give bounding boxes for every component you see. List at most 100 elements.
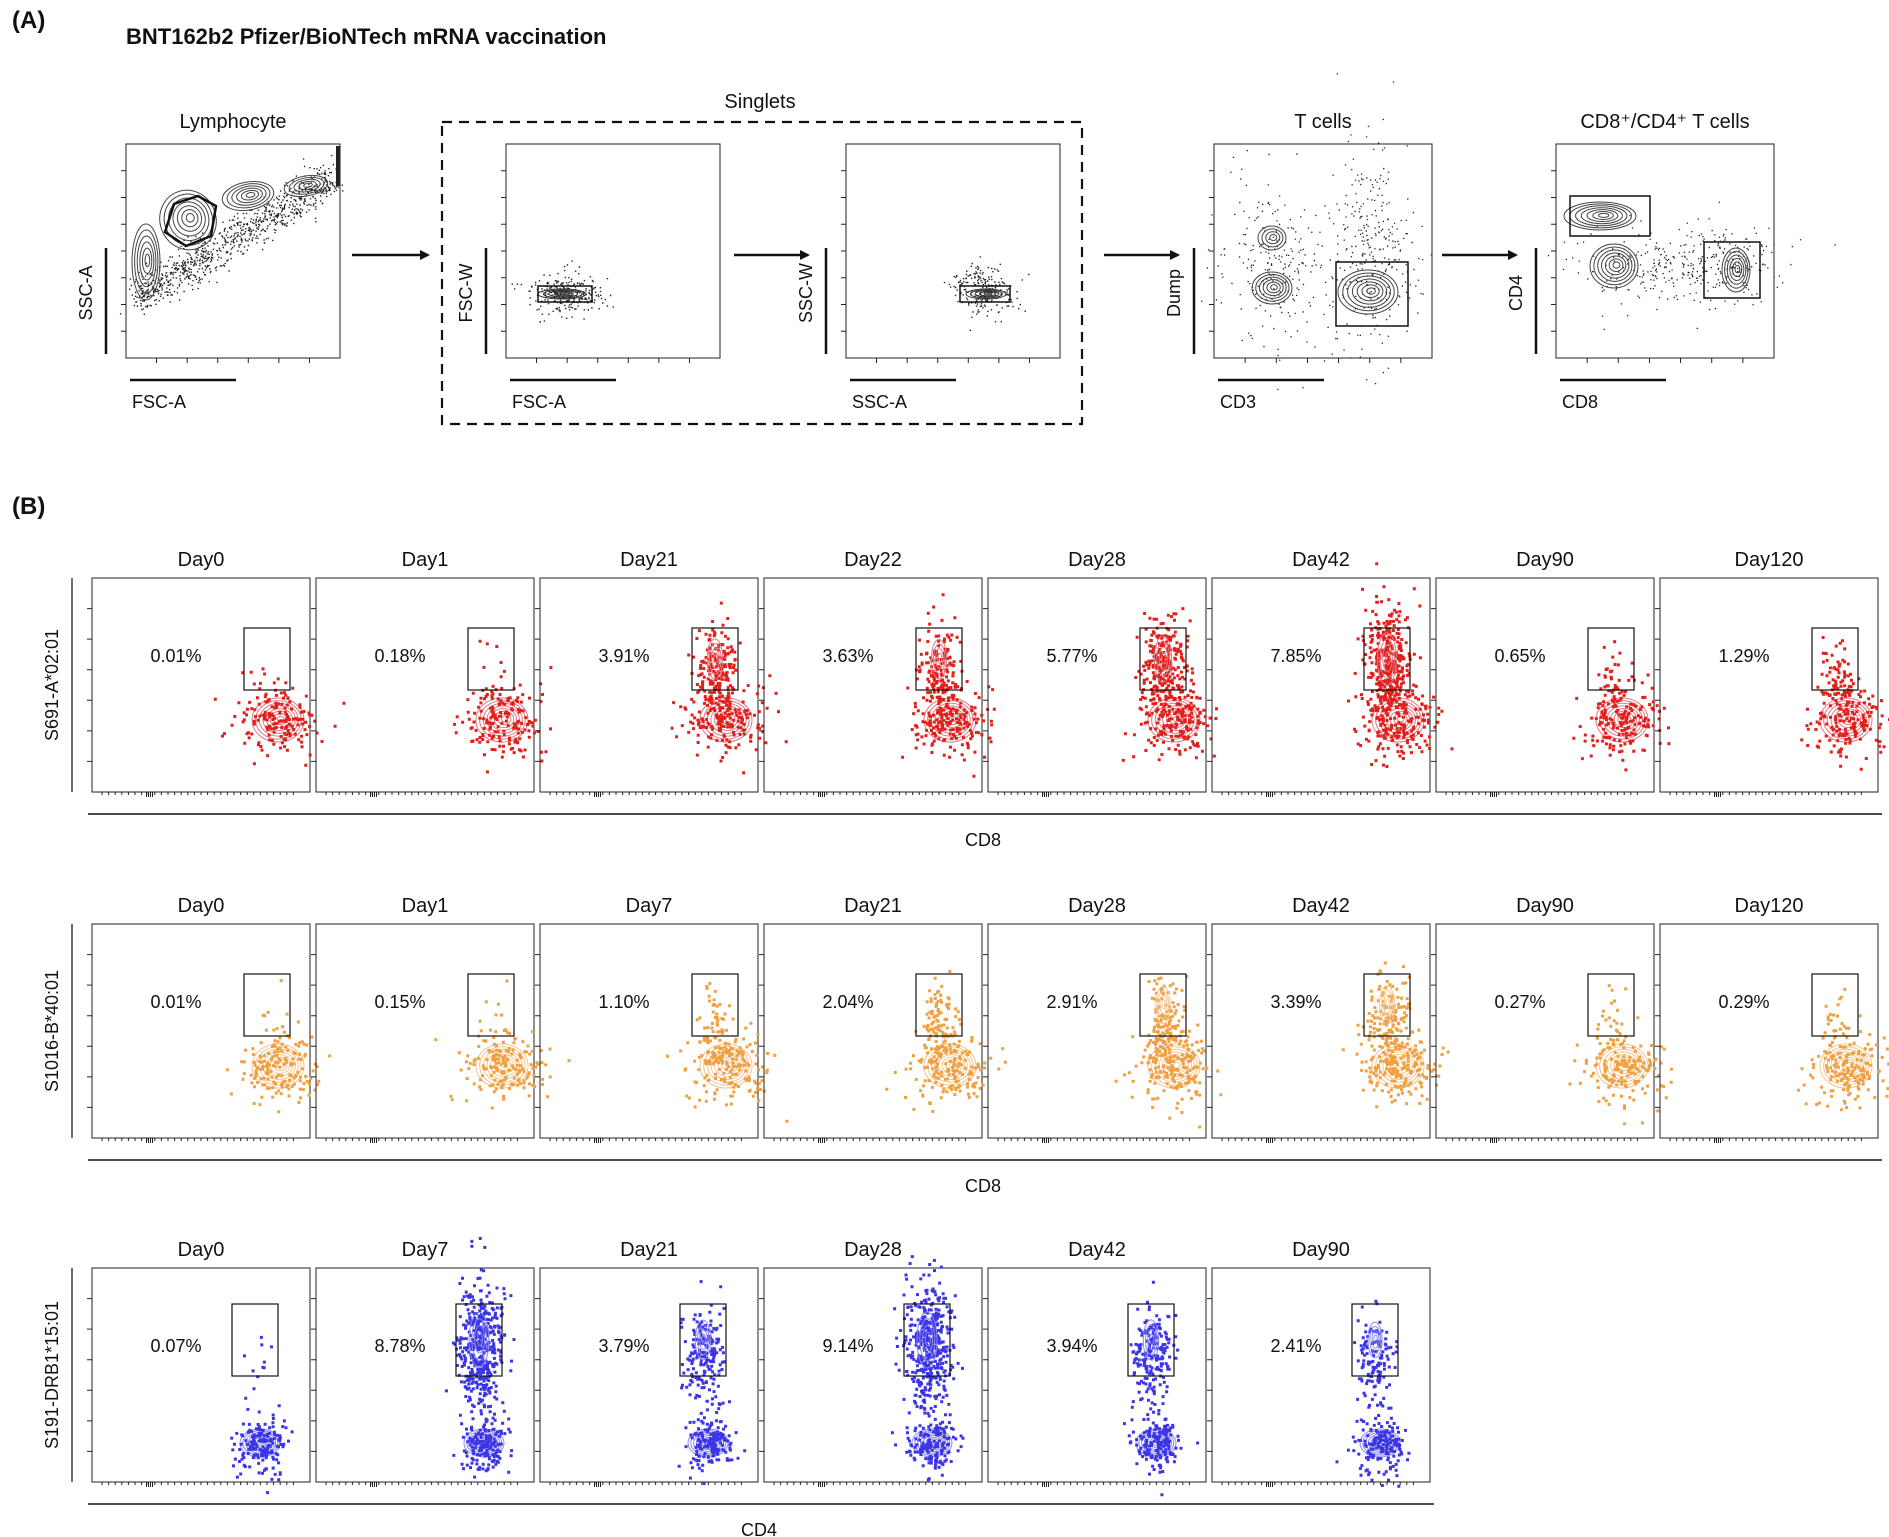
positive-dots [243,1335,273,1400]
population-dots [225,1020,332,1114]
panel-a-ylabel-3: Dump [1164,269,1184,317]
facs-plot-xticks [773,1482,966,1487]
facs-plot-xticks [773,1138,966,1143]
population-dots [452,1403,513,1479]
facs-plot [1435,923,1655,1139]
gate-box [243,973,291,1037]
t-cells-contour-b [1251,271,1293,305]
singlets-ssc-dots [943,256,1030,331]
percent-label: 0.01% [150,646,201,666]
t-cells-dump-dots [1201,149,1345,391]
population-dots [230,1404,294,1495]
day-label: Day21 [620,549,678,571]
facs-plot-ticks [759,954,764,1108]
gate-box [455,1303,503,1377]
gate-box [691,627,739,691]
row-label: S691-A*02:01 [42,629,62,741]
facs-plot-ticks [311,608,316,762]
facs-plot-ticks [1655,954,1660,1108]
facs-plot [315,923,535,1139]
percent-label: 9.14% [822,1336,873,1356]
facs-plot-xticks [101,1482,294,1487]
day-label: Day21 [844,895,902,917]
gate-box [1587,973,1635,1037]
facs-plot-xticks [101,1138,294,1143]
day-label: Day90 [1292,1239,1350,1261]
gate-box [1139,627,1187,691]
facs-plot [91,577,311,793]
population-dots [1335,1402,1411,1488]
positive-dots [444,1237,516,1443]
facs-plot-xticks [1221,792,1414,797]
population-dots [890,1405,965,1482]
panel-b-row-3: S191-DRB1*15:01 Day0 0.07% Day7 8.78% Day21 3.… [42,1237,1434,1537]
positive-dots [1134,607,1194,762]
facs-plot-xticks [325,792,518,797]
day-label: Day0 [178,1239,225,1261]
cd8-cd4-dots [1547,201,1836,330]
panel-a-xlabel-2: SSC-A [852,392,907,412]
cd8-cd4-contour-cd8 [1721,247,1751,293]
panel-a-xlabel-0: FSC-A [132,392,186,412]
percent-label: 0.07% [150,1336,201,1356]
percent-label: 2.04% [822,992,873,1012]
panel-a-plot-title-4: CD8⁺/CD4⁺ T cells [1580,111,1749,133]
positive-dots [679,1280,731,1440]
panel-a-ylabel-4: CD4 [1506,275,1526,311]
panel-a-letter: (A) [12,7,45,34]
positive-contour [1378,985,1396,1025]
lymphocyte-gate [163,194,218,248]
gate-box [915,627,963,691]
panel-a-xlabel-1: FSC-A [512,392,566,412]
percent-label: 0.15% [374,992,425,1012]
panel-a-title: BNT162b2 Pfizer/BioNTech mRNA vaccinatio… [126,24,606,49]
facs-plot-ticks [1655,608,1660,762]
gate-box [1351,1303,1399,1377]
facs-plot-ticks [311,1298,316,1452]
percent-label: 3.39% [1270,992,1321,1012]
percent-label: 8.78% [374,1336,425,1356]
facs-plot-ticks [1207,1298,1212,1452]
percent-label: 1.10% [598,992,649,1012]
gate-box [1363,627,1411,691]
facs-plot-xticks [1669,1138,1862,1143]
positive-contour [1142,1319,1160,1361]
gate-box [915,973,963,1037]
facs-plot-xticks [1221,1482,1414,1487]
day-label: Day90 [1516,895,1574,917]
day-label: Day7 [626,895,673,917]
gate-box [691,973,739,1037]
population-dots [1797,1014,1889,1112]
lymphocyte-contour-d [283,174,329,198]
facs-plot [539,577,759,793]
facs-plot [987,923,1207,1139]
population-dots [1572,667,1671,772]
percent-label: 1.29% [1718,646,1769,666]
panel-a-frame-4 [1555,143,1775,359]
percent-label: 2.41% [1270,1336,1321,1356]
panel-b-letter: (B) [12,493,45,520]
singlets-label: Singlets [724,91,795,113]
percent-label: 0.01% [150,992,201,1012]
facs-plot-xticks [549,1482,742,1487]
row-xlabel: CD8 [965,830,1001,850]
facs-plot-ticks [983,608,988,762]
facs-plot-xticks [1221,1138,1414,1143]
facs-plot-ticks [759,608,764,762]
facs-plot [315,577,535,793]
row-xlabel: CD8 [965,1176,1001,1196]
day-label: Day0 [178,549,225,571]
panel-a-frame-4-ticks [1551,170,1744,363]
row-label: S191-DRB1*15:01 [42,1301,62,1449]
panel-a-frame-2 [845,143,1061,359]
gate-box [1139,973,1187,1037]
panel-a-xlabel-4: CD8 [1562,392,1598,412]
facs-plot-ticks [1207,608,1212,762]
percent-label: 0.65% [1494,646,1545,666]
lymphocyte-contour-c [221,180,275,212]
panel-a-plot-lymphocyte: Lymphocyte FSC-A SSC-A [76,111,344,412]
percent-label: 0.27% [1494,992,1545,1012]
panel-a-plot-singlets-ssc: SSC-A SSC-W [796,143,1061,412]
population-dots [1353,666,1454,768]
